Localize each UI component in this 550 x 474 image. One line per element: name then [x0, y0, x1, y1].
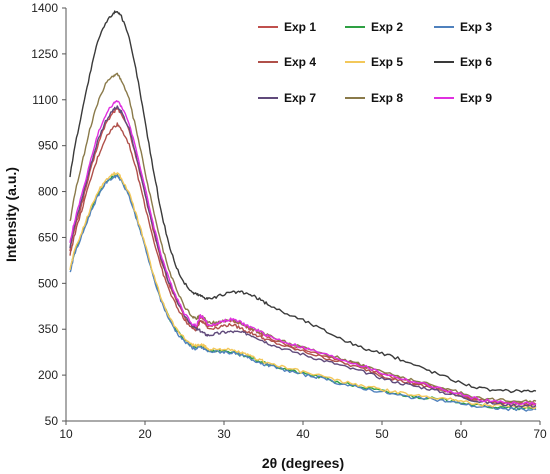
y-tick-label: 50 — [45, 414, 59, 428]
series-line-exp-3 — [69, 173, 537, 412]
series-line-exp-9 — [69, 100, 537, 406]
y-tick-label: 650 — [38, 230, 58, 244]
legend-label-exp-3: Exp 3 — [460, 20, 492, 34]
series-line-exp-7 — [69, 105, 537, 408]
x-axis-ticks: 10 20 30 40 50 60 70 — [59, 421, 547, 441]
legend-label-exp-8: Exp 8 — [371, 91, 403, 105]
legend-label-exp-4: Exp 4 — [284, 55, 316, 69]
y-tick-label: 1250 — [31, 47, 58, 61]
x-tick-label: 10 — [59, 427, 73, 441]
legend: Exp 1 Exp 2 Exp 3 Exp 4 Exp 5 Exp 6 Exp 7 Exp 8… — [258, 20, 492, 105]
y-axis-title: Intensity (a.u.) — [3, 167, 19, 262]
x-tick-label: 70 — [533, 427, 547, 441]
y-tick-label: 200 — [38, 368, 58, 382]
series-line-exp-6 — [69, 10, 537, 394]
x-tick-label: 60 — [454, 427, 468, 441]
x-tick-label: 20 — [138, 427, 152, 441]
y-axis-ticks: 50 200 350 500 650 800 950 1100 1250 1400 — [31, 1, 66, 428]
y-tick-label: 950 — [38, 139, 58, 153]
x-tick-label: 50 — [375, 427, 389, 441]
legend-label-exp-6: Exp 6 — [460, 55, 492, 69]
legend-label-exp-2: Exp 2 — [371, 20, 403, 34]
legend-label-exp-9: Exp 9 — [460, 91, 492, 105]
legend-label-exp-5: Exp 5 — [371, 55, 403, 69]
x-axis-title: 2θ (degrees) — [262, 455, 344, 471]
y-tick-label: 500 — [38, 276, 58, 290]
y-tick-label: 800 — [38, 185, 58, 199]
y-tick-label: 1400 — [31, 1, 58, 15]
series-line-exp-5 — [69, 171, 537, 410]
y-tick-label: 350 — [38, 322, 58, 336]
legend-label-exp-7: Exp 7 — [284, 91, 316, 105]
series-line-exp-1 — [69, 107, 537, 406]
x-tick-label: 40 — [296, 427, 310, 441]
x-tick-label: 30 — [217, 427, 231, 441]
y-tick-label: 1100 — [32, 93, 58, 107]
legend-label-exp-1: Exp 1 — [284, 20, 316, 34]
series-line-exp-4 — [69, 122, 537, 406]
series-layer — [69, 10, 537, 412]
